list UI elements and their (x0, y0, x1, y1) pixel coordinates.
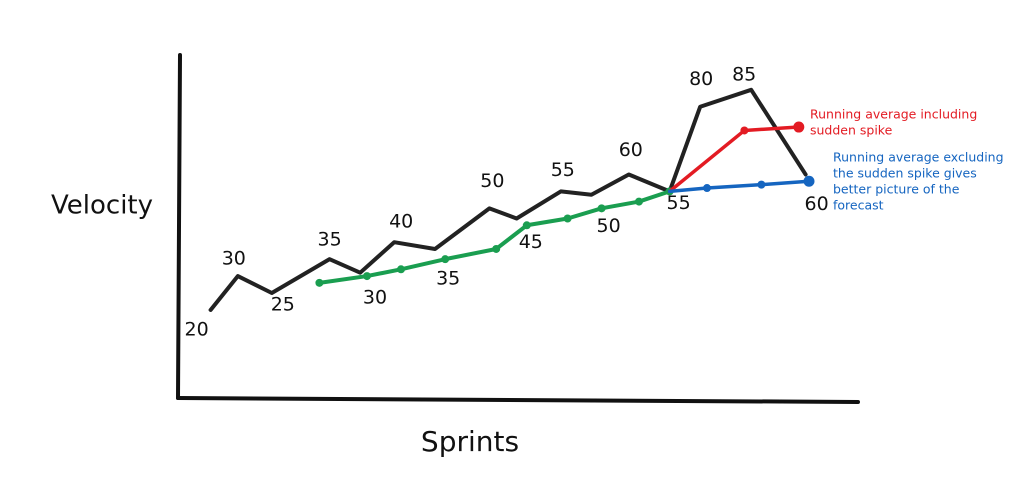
point (635, 197, 643, 206)
y-axis-label: Velocity (51, 191, 153, 221)
y-axis (176, 53, 182, 400)
data-label: 55 (667, 192, 691, 214)
point (363, 272, 371, 281)
data-label: 30 (222, 248, 246, 270)
data-label: 20 (185, 318, 209, 340)
point (441, 255, 450, 264)
data-label: 40 (389, 211, 413, 233)
data-label: 60 (619, 139, 643, 161)
point (563, 214, 572, 223)
annotation: Running average including (810, 107, 977, 122)
data-label: 85 (732, 63, 756, 85)
point (522, 221, 531, 230)
series-line (317, 189, 672, 285)
annotation: Running average excluding (833, 150, 1004, 165)
point (740, 126, 749, 135)
data-label: 35 (436, 268, 460, 290)
point (397, 265, 405, 274)
data-label: 50 (480, 170, 504, 192)
data-label: 25 (271, 294, 295, 316)
point (315, 278, 324, 287)
data-label: 50 (597, 215, 621, 237)
data-label: 80 (689, 68, 713, 90)
data-label: 45 (519, 231, 543, 253)
data-label: 60 (805, 193, 829, 215)
point (597, 204, 606, 213)
annotation: better picture of the (833, 182, 960, 197)
annotation: forecast (833, 198, 884, 213)
annotation: sudden spike (810, 123, 893, 138)
series-line (667, 179, 811, 194)
x-axis (176, 396, 860, 404)
data-label: 35 (318, 229, 342, 251)
point (757, 180, 766, 189)
data-label: 55 (551, 159, 575, 181)
annotation: the sudden spike gives (833, 166, 977, 181)
x-axis-label: Sprints (421, 425, 519, 458)
point (803, 175, 815, 187)
point (703, 184, 711, 193)
point (492, 244, 501, 253)
point (793, 121, 805, 133)
series-line (208, 87, 808, 312)
data-label: 30 (363, 287, 387, 309)
